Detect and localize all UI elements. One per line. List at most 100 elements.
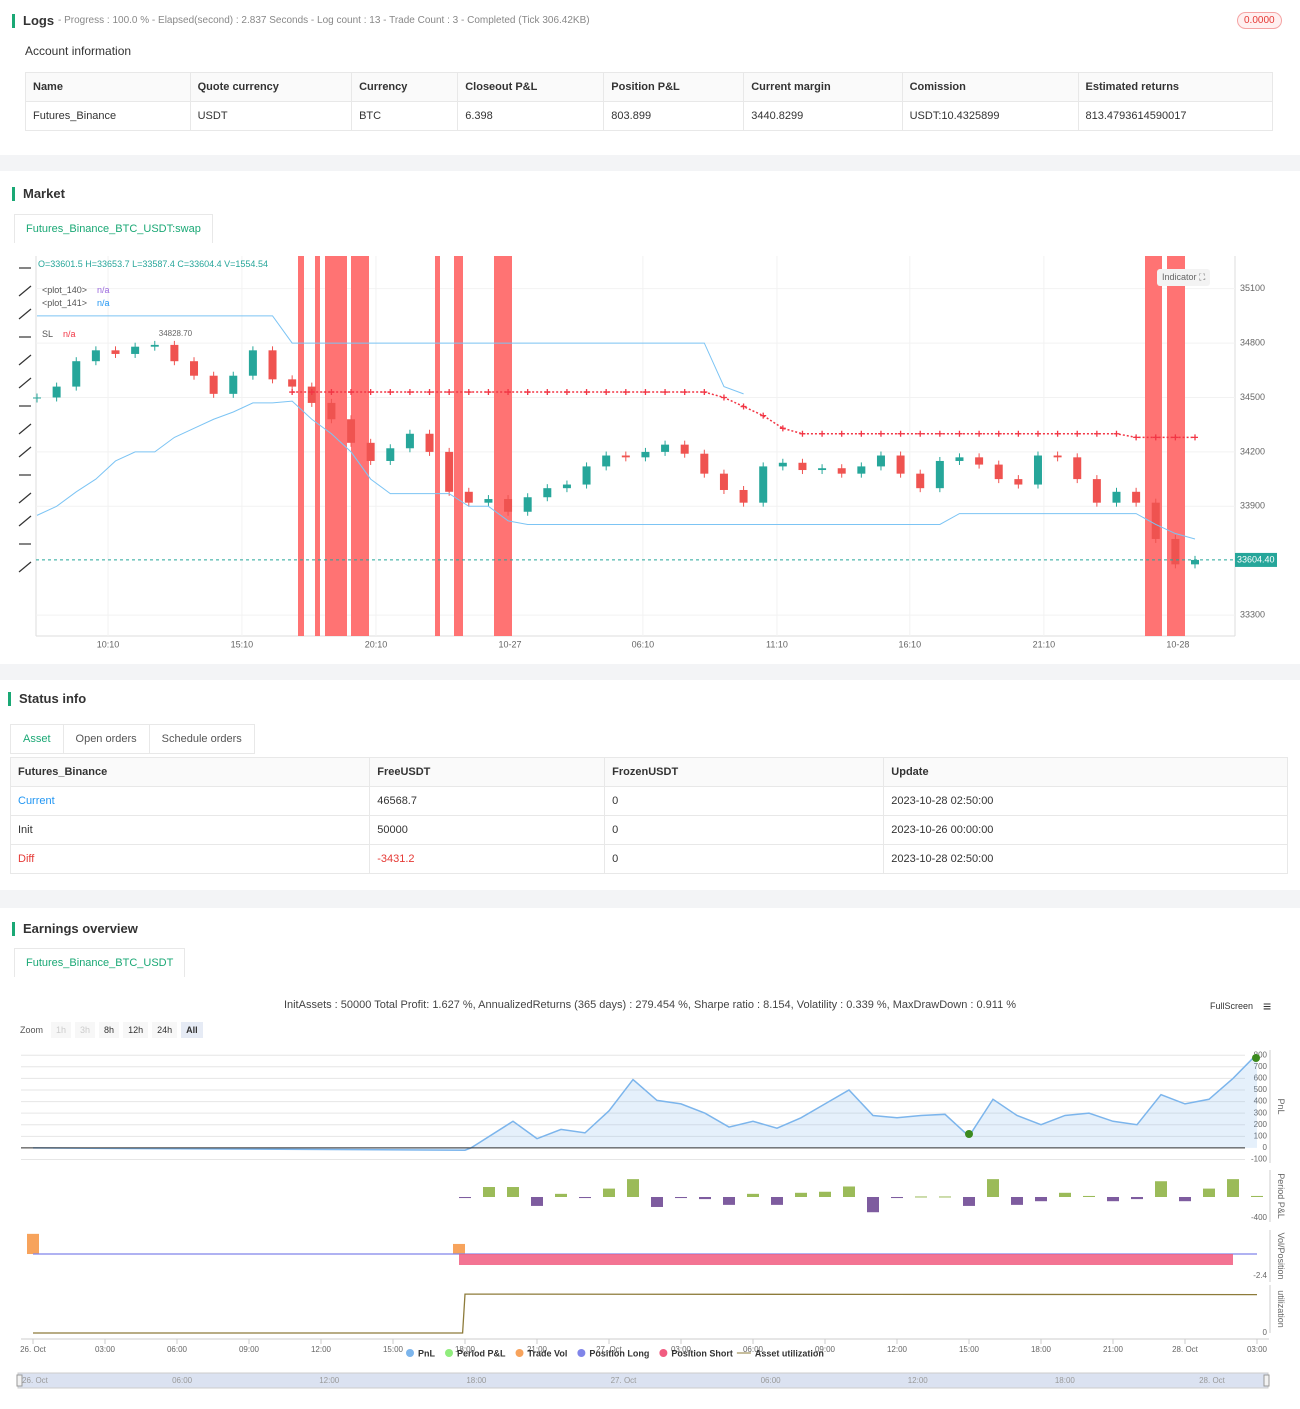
table-row: Init 50000 0 2023-10-26 00:00:00 <box>9 815 1288 845</box>
column-header: Currency <box>351 72 459 102</box>
x-tick-label: 15:00 <box>383 1345 404 1354</box>
table-cell: Diff <box>9 844 371 874</box>
navigator-handle[interactable] <box>16 1374 23 1387</box>
bar <box>1083 1195 1095 1197</box>
legend-label[interactable]: Trade Vol <box>528 1348 568 1358</box>
band-line <box>36 400 1196 540</box>
fullscreen-button[interactable]: FullScreen <box>1210 1001 1254 1011</box>
candle <box>641 451 650 458</box>
bar <box>531 1196 543 1206</box>
candle <box>876 455 885 467</box>
navigator-label: 12:00 <box>908 1376 929 1385</box>
bar <box>453 1243 465 1255</box>
candle <box>994 464 1003 480</box>
candle <box>1112 491 1121 503</box>
navigator-handle[interactable] <box>1263 1374 1270 1387</box>
market-title: Market <box>12 187 65 201</box>
navigator-label: 26. Oct <box>22 1376 49 1385</box>
x-tick-label: 15:10 <box>231 639 254 649</box>
zoom-button[interactable]: All <box>181 1022 203 1038</box>
market-tab[interactable]: Futures_Binance_BTC_USDT:swap <box>14 214 213 243</box>
legend-label[interactable]: Period P&L <box>457 1348 506 1358</box>
x-tick-label: 09:00 <box>815 1345 836 1354</box>
pnl-area <box>33 1054 1257 1151</box>
header-row: Name Quote currency Currency Closeout P&L Po… <box>25 72 1273 102</box>
column-header: Current margin <box>743 72 903 102</box>
account-table: Name Quote currency Currency Closeout P&L Po… <box>25 72 1273 131</box>
signal-band <box>435 256 440 636</box>
y-tick-label: 34800 <box>1240 337 1265 347</box>
candle <box>955 457 964 461</box>
legend-label[interactable]: PnL <box>418 1348 436 1358</box>
sl-marker <box>740 403 747 410</box>
candle <box>1014 479 1023 485</box>
candle <box>857 466 866 474</box>
x-tick-label: 21:00 <box>527 1345 548 1354</box>
navigator-label: 28. Oct <box>1199 1376 1226 1385</box>
y-tick-label: 34500 <box>1240 392 1265 402</box>
x-tick-label: 10-27 <box>498 639 521 649</box>
gap <box>0 155 1300 171</box>
x-tick-label: 03:00 <box>95 1345 116 1354</box>
indicator-button[interactable]: Indicator ⛶ <box>1157 269 1211 286</box>
y-tick-label: 33300 <box>1240 610 1265 620</box>
toolbar-icon <box>18 492 32 504</box>
candle <box>405 433 414 449</box>
navigator-label: 18:00 <box>1055 1376 1076 1385</box>
legend-value: n/a <box>97 285 110 295</box>
status-table: Futures_Binance FreeUSDT FrozenUSDT Update C… <box>9 757 1288 874</box>
account-title: Account information <box>25 44 132 58</box>
legend-value: n/a <box>97 298 110 308</box>
candle <box>719 473 728 490</box>
zoom-button[interactable]: 1h <box>51 1022 72 1038</box>
menu-icon[interactable]: ≡ <box>1263 998 1272 1014</box>
zoom-button[interactable]: 8h <box>99 1022 120 1038</box>
bar <box>651 1196 663 1207</box>
candle <box>1171 538 1180 565</box>
table-cell: 2023-10-28 02:50:00 <box>883 844 1288 874</box>
candle <box>837 468 846 474</box>
bar <box>819 1191 831 1197</box>
candle <box>91 350 100 362</box>
x-tick-label: 27. Oct <box>596 1345 623 1354</box>
signal-band <box>1167 256 1185 636</box>
table-cell: 50000 <box>369 815 606 845</box>
bar <box>1179 1196 1191 1202</box>
zoom-button[interactable]: 24h <box>152 1022 178 1038</box>
pnl-dot <box>1252 1054 1260 1062</box>
bar <box>555 1193 567 1197</box>
table-cell: 2023-10-28 02:50:00 <box>883 786 1288 816</box>
legend-value: n/a <box>63 329 76 339</box>
zoom-button[interactable]: 3h <box>75 1022 96 1038</box>
legend-label[interactable]: Position Long <box>589 1348 649 1358</box>
navigator-label: 27. Oct <box>611 1376 638 1385</box>
legend-name: SL <box>42 329 54 339</box>
bar <box>699 1196 711 1200</box>
table-cell: 0 <box>604 844 885 874</box>
pnl-line <box>32 1053 1258 1152</box>
candle <box>818 468 827 471</box>
status-tab[interactable]: Asset <box>10 724 64 754</box>
earnings-tab[interactable]: Futures_Binance_BTC_USDT <box>14 948 186 977</box>
status-tab[interactable]: Open orders <box>63 724 150 754</box>
legend-symbol <box>577 1349 586 1357</box>
legend-label[interactable]: Position Short <box>671 1348 733 1358</box>
earnings-title: Earnings overview <box>12 922 138 936</box>
bar <box>1107 1196 1119 1202</box>
zoom-button[interactable]: 12h <box>123 1022 149 1038</box>
candle <box>52 386 61 398</box>
bar <box>675 1196 687 1199</box>
table-cell: 0 <box>604 815 885 845</box>
signal-band <box>1145 256 1162 636</box>
table-cell: 6.398 <box>457 101 605 131</box>
table-cell: 3440.8299 <box>743 101 903 131</box>
candle <box>621 455 630 458</box>
candle <box>33 397 41 399</box>
legend-entry: SL n/a <box>42 329 110 339</box>
candle <box>1073 457 1082 480</box>
plot-legend: <plot_140> n/a <plot_141> n/a SL n/a <box>42 285 110 342</box>
status-tab[interactable]: Schedule orders <box>149 724 255 754</box>
column-header: Update <box>883 757 1288 787</box>
legend-label[interactable]: Asset utilization <box>755 1348 824 1358</box>
candle <box>1151 502 1160 539</box>
